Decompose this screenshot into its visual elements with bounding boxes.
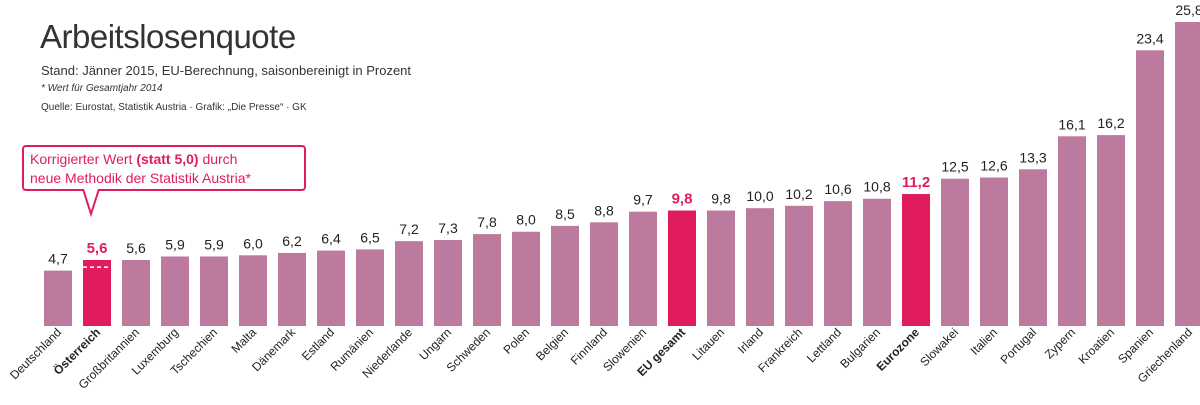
bar-5 <box>239 255 267 326</box>
callout-text-after: durch <box>198 151 238 167</box>
value-label-20: 10,6 <box>824 181 851 197</box>
value-label-26: 16,1 <box>1058 116 1085 132</box>
bar-12 <box>512 231 540 326</box>
category-label-24: Italien <box>968 325 1001 358</box>
callout-text-before: Korrigierter Wert <box>30 151 137 167</box>
bar-7 <box>317 250 345 326</box>
chart-subtitle: Stand: Jänner 2015, EU-Berechnung, saiso… <box>41 63 412 78</box>
bar-17 <box>707 210 735 326</box>
value-label-3: 5,9 <box>165 236 185 252</box>
value-label-14: 8,8 <box>594 202 614 218</box>
bar-18 <box>746 208 774 326</box>
value-label-9: 7,2 <box>399 221 419 237</box>
value-label-16: 9,8 <box>672 191 693 208</box>
bar-28 <box>1136 50 1164 327</box>
bar-19 <box>785 205 813 326</box>
value-label-18: 10,0 <box>746 188 773 204</box>
value-label-27: 16,2 <box>1097 115 1124 131</box>
correction-callout: Korrigierter Wert (statt 5,0) durch neue… <box>22 145 306 191</box>
callout-line-2: neue Methodik der Statistik Austria* <box>30 170 252 186</box>
category-label-10: Ungarn <box>416 325 454 363</box>
value-label-4: 5,9 <box>204 236 224 252</box>
category-label-25: Portugal <box>998 325 1040 367</box>
footnote: * Wert für Gesamtjahr 2014 <box>41 83 163 94</box>
value-label-15: 9,7 <box>633 192 653 208</box>
value-label-1: 5,6 <box>87 240 108 257</box>
bar-2 <box>122 260 150 326</box>
category-label-13: Belgien <box>533 325 571 363</box>
bar-4 <box>200 256 228 326</box>
bar-14 <box>590 222 618 326</box>
callout-text-bold: (statt 5,0) <box>136 151 199 167</box>
category-label-27: Kroatien <box>1076 325 1118 367</box>
value-label-0: 4,7 <box>48 251 68 267</box>
bar-25 <box>1019 169 1047 326</box>
value-label-5: 6,0 <box>243 235 263 251</box>
value-label-29: 25,8 <box>1175 2 1200 18</box>
value-label-17: 9,8 <box>711 191 731 207</box>
category-label-6: Dänemark <box>249 325 299 375</box>
bar-11 <box>473 234 501 326</box>
callout-line-1: Korrigierter Wert (statt 5,0) durch <box>30 150 298 169</box>
value-label-8: 6,5 <box>360 229 380 245</box>
bar-24 <box>980 177 1008 326</box>
source-line: Quelle: Eurostat, Statistik Austria · Gr… <box>41 102 307 113</box>
callout-pointer <box>82 188 100 218</box>
value-label-13: 8,5 <box>555 206 575 222</box>
category-label-18: Irland <box>735 325 766 356</box>
category-label-7: Estland <box>299 325 337 363</box>
value-label-2: 5,6 <box>126 240 146 256</box>
bar-22 <box>902 194 930 326</box>
value-label-22: 11,2 <box>902 174 930 191</box>
bar-26 <box>1058 136 1086 326</box>
category-label-17: Litauen <box>689 325 727 363</box>
value-label-28: 23,4 <box>1136 30 1163 46</box>
value-label-11: 7,8 <box>477 214 497 230</box>
bar-6 <box>278 252 306 326</box>
bar-20 <box>824 201 852 326</box>
bar-8 <box>356 249 384 326</box>
value-label-12: 8,0 <box>516 212 536 228</box>
category-label-22: Eurozone <box>874 325 923 374</box>
bar-1 <box>83 260 111 326</box>
bar-13 <box>551 225 579 326</box>
value-label-6: 6,2 <box>282 233 302 249</box>
bar-29 <box>1175 22 1200 326</box>
category-label-26: Zypern <box>1042 325 1078 361</box>
value-label-23: 12,5 <box>941 159 968 175</box>
value-label-21: 10,8 <box>863 179 890 195</box>
value-label-24: 12,6 <box>980 158 1007 174</box>
category-label-5: Malta <box>228 325 259 356</box>
value-label-10: 7,3 <box>438 220 458 236</box>
chart-title: Arbeitslosenquote <box>40 18 296 55</box>
value-label-7: 6,4 <box>321 231 341 247</box>
bar-9 <box>395 241 423 326</box>
category-label-12: Polen <box>501 325 533 357</box>
category-label-23: Slowakei <box>917 325 961 369</box>
bar-15 <box>629 211 657 326</box>
value-label-19: 10,2 <box>785 186 812 202</box>
bar-16 <box>668 210 696 326</box>
bar-27 <box>1097 135 1125 326</box>
value-label-25: 13,3 <box>1019 149 1046 165</box>
bar-23 <box>941 178 969 326</box>
bar-0 <box>44 270 72 326</box>
bar-3 <box>161 256 189 326</box>
bar-21 <box>863 198 891 326</box>
bar-10 <box>434 239 462 326</box>
